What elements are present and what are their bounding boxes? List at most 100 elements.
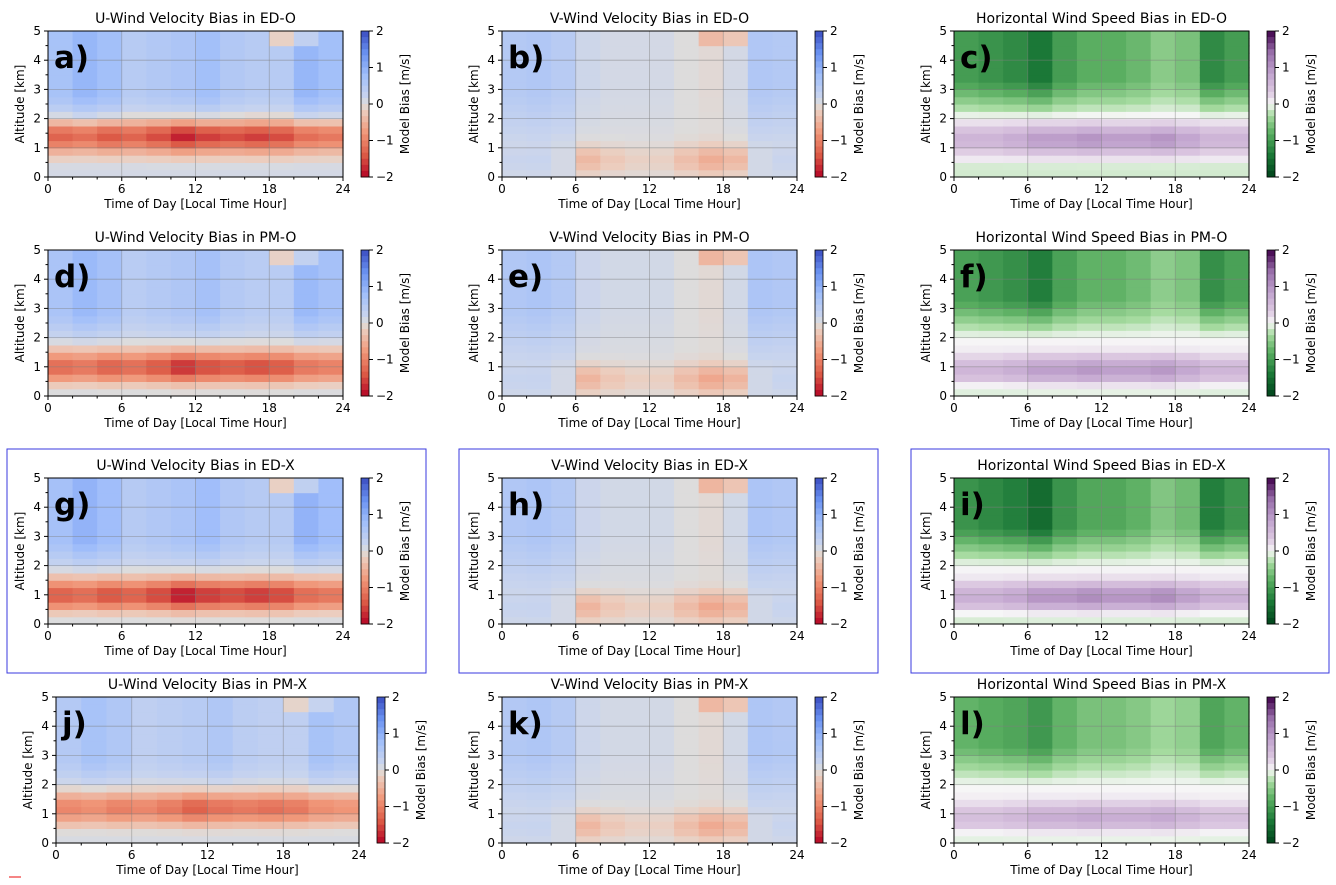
heatmap-cell: [1224, 323, 1250, 331]
heatmap-cell: [1126, 381, 1152, 390]
heatmap-cell: [978, 155, 1004, 163]
heatmap-cell: [624, 536, 651, 545]
heatmap-cell: [747, 492, 774, 501]
heatmap-cell: [56, 711, 82, 720]
heatmap-cell: [698, 602, 724, 610]
heatmap-cell: [318, 551, 344, 559]
heatmap-cell: [1126, 169, 1152, 178]
heatmap-cell: [48, 308, 74, 317]
heatmap-cell: [747, 726, 774, 735]
heatmap-cell: [1150, 330, 1176, 339]
heatmap-cell: [283, 762, 310, 771]
heatmap-cell: [624, 726, 651, 735]
heatmap-cell: [502, 323, 528, 331]
heatmap-cell: [600, 572, 626, 581]
colorbar-segment: [361, 551, 369, 558]
heatmap-cell: [526, 499, 552, 508]
heatmap-cell: [747, 344, 774, 353]
y-tick-label: 2: [487, 778, 495, 792]
heatmap-cell: [674, 806, 700, 815]
heatmap-cell: [978, 755, 1004, 764]
heatmap-cell: [575, 301, 601, 309]
heatmap-cell: [772, 286, 798, 295]
heatmap-cell: [1175, 770, 1201, 778]
heatmap-cell: [526, 609, 552, 618]
heatmap-cell: [723, 784, 749, 793]
heatmap-cell: [600, 492, 626, 501]
heatmap-cell: [624, 478, 651, 486]
heatmap-cell: [293, 580, 320, 589]
heatmap-cell: [1027, 726, 1053, 735]
heatmap-cell: [1101, 507, 1127, 516]
heatmap-cell: [56, 835, 82, 844]
highlight-box: [6, 448, 427, 674]
heatmap-cell: [269, 543, 295, 552]
heatmap-cell: [182, 821, 209, 829]
heatmap-cell: [600, 286, 626, 295]
heatmap-cell: [600, 536, 626, 545]
heatmap-cell: [1224, 279, 1250, 288]
heatmap-cell: [81, 748, 108, 756]
heatmap-cell: [195, 609, 221, 618]
heatmap-cell: [526, 718, 552, 727]
heatmap-cell: [649, 67, 675, 76]
heatmap-cell: [624, 770, 651, 778]
heatmap-cell: [1224, 45, 1250, 54]
heatmap-cell: [575, 45, 601, 54]
heatmap-cell: [772, 718, 798, 727]
heatmap-cell: [244, 609, 270, 618]
heatmap-cell: [146, 52, 172, 61]
heatmap-cell: [318, 264, 344, 273]
heatmap-cell: [575, 359, 601, 368]
heatmap-cell: [1224, 118, 1250, 127]
heatmap-cell: [649, 499, 675, 508]
panel-title: U-Wind Velocity Bias in PM-X: [108, 677, 308, 693]
heatmap-cell: [1101, 733, 1127, 742]
heatmap-cell: [1199, 799, 1226, 808]
heatmap-cell: [526, 388, 552, 397]
colorbar-segment: [815, 116, 823, 123]
heatmap-cell: [121, 558, 147, 567]
colorbar-segment: [1267, 697, 1275, 704]
heatmap-cell: [72, 140, 98, 149]
y-axis-label: Altitude [km]: [467, 65, 481, 144]
heatmap-cell: [954, 572, 980, 581]
heatmap-cell: [1003, 133, 1029, 142]
heatmap-cell: [747, 271, 774, 280]
heatmap-cell: [1003, 140, 1029, 149]
heatmap-cell: [600, 551, 626, 559]
heatmap-cell: [170, 38, 197, 47]
heatmap-cell: [1052, 740, 1078, 749]
heatmap-cell: [48, 551, 74, 559]
heatmap-cell: [269, 572, 295, 581]
heatmap-cell: [182, 806, 209, 815]
heatmap-cell: [121, 104, 147, 112]
heatmap-cell: [978, 344, 1004, 353]
heatmap-cell: [1224, 374, 1250, 382]
heatmap-cell: [131, 697, 158, 705]
heatmap-cell: [1052, 140, 1078, 149]
x-tick-label: 6: [1024, 182, 1032, 196]
heatmap-cell: [954, 748, 980, 756]
heatmap-cell: [170, 580, 197, 589]
heatmap-cell: [978, 507, 1004, 516]
heatmap-cell: [600, 133, 626, 142]
heatmap-cell: [954, 565, 980, 574]
heatmap-cell: [1052, 514, 1078, 523]
heatmap-cell: [1101, 514, 1127, 523]
heatmap-cell: [283, 770, 310, 778]
heatmap-cell: [526, 565, 552, 574]
heatmap-cell: [1101, 366, 1127, 375]
heatmap-cell: [1150, 492, 1176, 501]
heatmap-cell: [244, 60, 270, 69]
heatmap-cell: [146, 301, 172, 309]
heatmap-cell: [747, 82, 774, 90]
heatmap-cell: [97, 551, 123, 559]
heatmap-cell: [1150, 169, 1176, 178]
heatmap-cell: [575, 507, 601, 516]
heatmap-cell: [1052, 704, 1078, 713]
heatmap-cell: [244, 82, 270, 90]
heatmap-cell: [649, 352, 675, 361]
heatmap-cell: [293, 74, 320, 83]
